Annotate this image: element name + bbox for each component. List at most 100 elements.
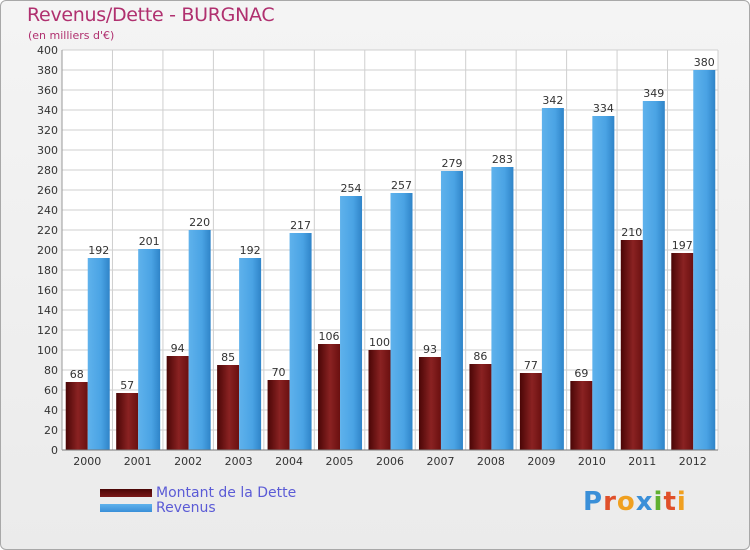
bar-revenus	[491, 167, 514, 450]
y-tick-label: 160	[37, 284, 58, 297]
bar-revenus	[87, 258, 110, 450]
x-tick-label: 2009	[527, 455, 555, 468]
data-label-dette: 85	[221, 351, 235, 364]
x-tick-label: 2007	[426, 455, 454, 468]
chart-title: Revenus/Dette - BURGNAC	[27, 4, 275, 26]
data-label-dette: 77	[524, 359, 538, 372]
y-tick-label: 20	[44, 424, 58, 437]
data-label-dette: 106	[319, 330, 340, 343]
bar-revenus	[693, 70, 716, 450]
y-tick-label: 100	[37, 344, 58, 357]
bar-dette	[570, 381, 593, 450]
bar-revenus	[138, 249, 161, 450]
data-label-dette: 210	[621, 226, 642, 239]
legend-swatch-dette	[100, 489, 152, 497]
y-tick-label: 180	[37, 264, 58, 277]
bar-dette	[469, 364, 492, 450]
x-tick-label: 2011	[628, 455, 656, 468]
data-label-revenus: 192	[88, 244, 109, 257]
data-label-dette: 100	[369, 336, 390, 349]
x-tick-label: 2005	[326, 455, 354, 468]
x-tick-label: 2000	[73, 455, 101, 468]
bar-dette	[267, 380, 290, 450]
logo-letter: t	[663, 487, 677, 517]
logo-letter: o	[616, 487, 636, 517]
data-label-revenus: 201	[139, 235, 160, 248]
bar-dette	[620, 240, 643, 450]
y-tick-label: 360	[37, 84, 58, 97]
data-label-dette: 93	[423, 343, 437, 356]
y-tick-label: 0	[51, 444, 58, 457]
x-tick-label: 2012	[679, 455, 707, 468]
bar-dette	[65, 382, 88, 450]
y-tick-label: 40	[44, 404, 58, 417]
logo-letter: i	[676, 487, 687, 517]
y-tick-label: 320	[37, 124, 58, 137]
data-label-dette: 94	[171, 342, 185, 355]
x-tick-label: 2003	[225, 455, 253, 468]
bar-revenus	[642, 101, 665, 450]
bar-revenus	[239, 258, 262, 450]
data-label-revenus: 254	[341, 182, 362, 195]
y-tick-label: 200	[37, 244, 58, 257]
data-label-revenus: 192	[240, 244, 261, 257]
x-tick-label: 2004	[275, 455, 303, 468]
data-label-dette: 197	[672, 239, 693, 252]
x-tick-label: 2001	[124, 455, 152, 468]
y-tick-label: 400	[37, 44, 58, 57]
logo-letter: i	[653, 487, 664, 517]
bar-layer	[65, 70, 716, 450]
y-tick-label: 140	[37, 304, 58, 317]
data-label-revenus: 342	[542, 94, 563, 107]
data-label-revenus: 380	[694, 56, 715, 69]
bar-dette	[318, 344, 341, 450]
data-label-dette: 57	[120, 379, 134, 392]
x-tick-label: 2006	[376, 455, 404, 468]
data-label-dette: 68	[70, 368, 84, 381]
y-tick-label: 220	[37, 224, 58, 237]
bar-dette	[671, 253, 694, 450]
legend-label-revenus: Revenus	[156, 500, 216, 516]
bar-revenus	[289, 233, 312, 450]
axis-layer: 0 20 40 60 80 100 120 140 160 180 200 220 240 260 280 3…	[37, 44, 718, 468]
data-label-dette: 86	[473, 350, 487, 363]
x-tick-label: 2010	[578, 455, 606, 468]
logo-letter: P	[583, 487, 604, 517]
bar-dette	[368, 350, 391, 450]
chart-subtitle: (en milliers d'€)	[28, 29, 115, 42]
y-tick-label: 300	[37, 144, 58, 157]
label-layer: 68 192 57 201 94 220 85 192 70 217 106 254 100 257 93 2…	[70, 56, 715, 392]
data-label-revenus: 334	[593, 102, 614, 115]
legend-label-dette: Montant de la Dette	[156, 485, 297, 501]
bar-revenus	[390, 193, 413, 450]
logo-letter: r	[603, 487, 617, 517]
y-tick-label: 260	[37, 184, 58, 197]
data-label-revenus: 257	[391, 179, 412, 192]
logo-letter: x	[635, 487, 654, 517]
data-label-dette: 69	[574, 367, 588, 380]
bar-revenus	[541, 108, 564, 450]
bar-revenus	[440, 171, 463, 450]
bar-revenus	[340, 196, 363, 450]
bar-dette	[418, 357, 441, 450]
x-tick-label: 2002	[174, 455, 202, 468]
data-label-revenus: 349	[643, 87, 664, 100]
y-tick-label: 240	[37, 204, 58, 217]
y-tick-label: 80	[44, 364, 58, 377]
data-label-revenus: 217	[290, 219, 311, 232]
y-tick-label: 60	[44, 384, 58, 397]
y-tick-label: 120	[37, 324, 58, 337]
bar-revenus	[592, 116, 615, 450]
bar-dette	[166, 356, 189, 450]
data-label-revenus: 283	[492, 153, 513, 166]
bar-dette	[217, 365, 240, 450]
data-label-revenus: 220	[189, 216, 210, 229]
x-tick-label: 2008	[477, 455, 505, 468]
legend-swatch-revenus	[100, 504, 152, 512]
data-label-revenus: 279	[441, 157, 462, 170]
y-tick-label: 380	[37, 64, 58, 77]
y-tick-label: 340	[37, 104, 58, 117]
bar-dette	[116, 393, 139, 450]
bar-dette	[519, 373, 542, 450]
